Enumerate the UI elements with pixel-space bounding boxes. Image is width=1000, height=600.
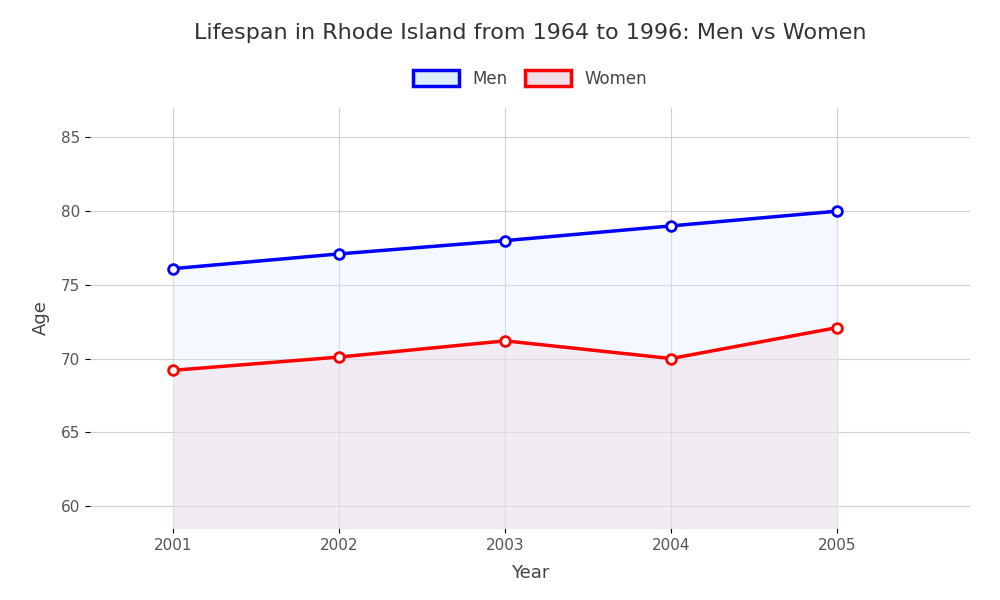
Legend: Men, Women: Men, Women xyxy=(404,62,656,97)
Title: Lifespan in Rhode Island from 1964 to 1996: Men vs Women: Lifespan in Rhode Island from 1964 to 19… xyxy=(194,23,866,43)
X-axis label: Year: Year xyxy=(511,564,549,582)
Y-axis label: Age: Age xyxy=(32,301,50,335)
